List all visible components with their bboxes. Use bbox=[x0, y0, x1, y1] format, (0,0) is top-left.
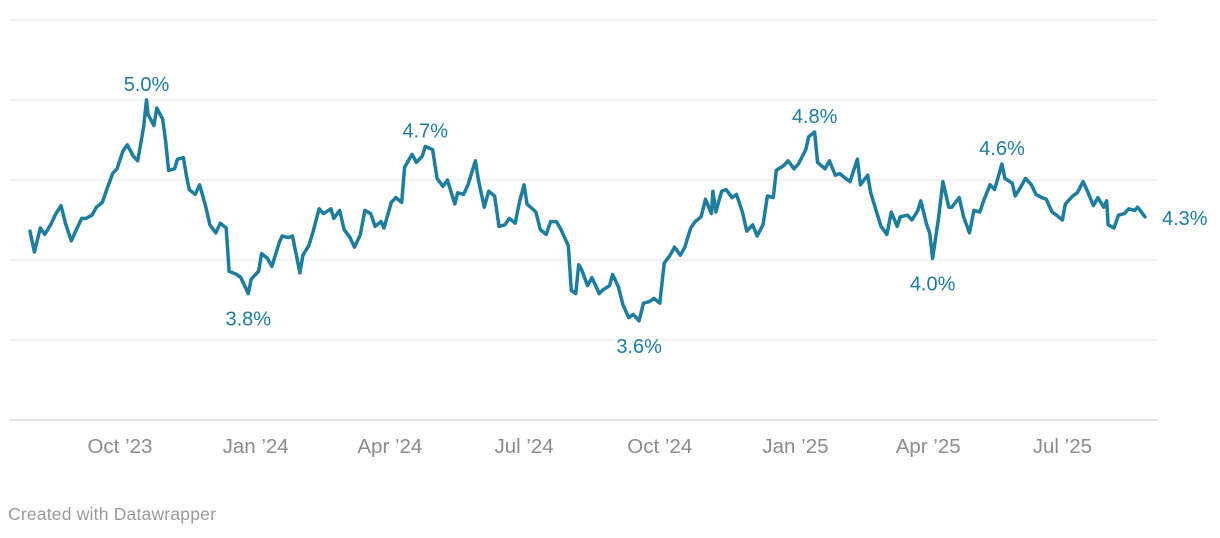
x-tick-label: Oct ’24 bbox=[627, 435, 692, 458]
data-label: 4.7% bbox=[402, 120, 448, 142]
x-tick-label: Jul ’24 bbox=[494, 435, 553, 458]
x-tick-label: Jul ’25 bbox=[1033, 435, 1092, 458]
x-tick-label: Jan ’25 bbox=[762, 435, 828, 458]
series-line bbox=[28, 98, 1147, 323]
data-label: 3.6% bbox=[616, 336, 662, 358]
data-label: 4.8% bbox=[792, 106, 838, 128]
x-tick-label: Apr ’24 bbox=[357, 435, 422, 458]
line-chart: Oct ’23 Jan ’24 Apr ’24 Jul ’24 Oct ’24 Jan ’… bbox=[9, 19, 1208, 458]
datawrapper-credit: Created with Datawrapper bbox=[8, 504, 217, 524]
data-label: 5.0% bbox=[124, 74, 170, 96]
x-tick-label: Jan ’24 bbox=[223, 435, 289, 458]
data-label: 4.3% bbox=[1162, 208, 1208, 230]
data-label: 4.6% bbox=[979, 138, 1025, 160]
x-tick-label: Apr ’25 bbox=[896, 435, 961, 458]
data-label: 3.8% bbox=[225, 309, 271, 331]
x-tick-label: Oct ’23 bbox=[87, 435, 152, 458]
data-label: 4.0% bbox=[910, 273, 956, 295]
